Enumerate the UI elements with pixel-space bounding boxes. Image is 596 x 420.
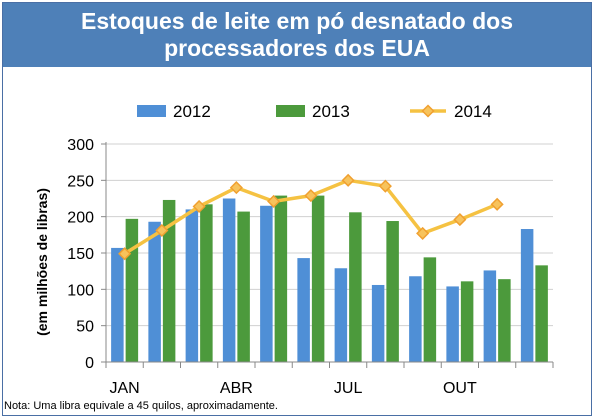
marker-2014-set [416, 226, 430, 240]
legend: 2012 2013 2014 [137, 102, 492, 121]
tick-labels: 0 50 100 150 200 250 300 JAN ABR JUL OUT [67, 137, 477, 397]
legend-label-2012: 2012 [173, 102, 211, 121]
bar-2012-jun [297, 258, 310, 362]
bar-2013-set [423, 257, 437, 362]
bar-2012-dez [520, 229, 534, 362]
bar-2012-nov [483, 270, 497, 362]
y-tick-label: 0 [85, 355, 94, 372]
marker-2014-jan [118, 247, 132, 261]
marker-2014-mai [267, 194, 281, 208]
marker-2014-mar [192, 199, 206, 214]
chart-title: Estoques de leite em pó desnatado dos pr… [81, 8, 513, 61]
legend-label-2014: 2014 [454, 102, 492, 121]
bar-2012-abr [222, 198, 236, 362]
marker-2014-jul [341, 173, 355, 187]
bar-2012-jul [334, 268, 348, 362]
bar-2012-mai [260, 205, 273, 362]
axes [101, 142, 554, 368]
bars [111, 195, 548, 362]
bar-2012-out [446, 286, 459, 362]
legend-swatch-2012 [137, 105, 166, 117]
line-series [118, 173, 504, 261]
legend-swatch-2013 [276, 105, 305, 117]
marker-2014-out [453, 213, 467, 227]
x-tick-label: JUL [334, 380, 363, 397]
y-tick-label: 150 [67, 246, 94, 263]
y-axis-label: (em milhões de libras) [34, 188, 50, 336]
bar-2013-jul [349, 212, 362, 362]
bar-2013-ago [386, 221, 399, 362]
bar-2013-abr [237, 211, 250, 362]
bar-2012-fev [148, 221, 161, 362]
marker-2014-nov [490, 197, 504, 211]
legend-marker-2014 [421, 104, 435, 118]
bar-2013-jun [311, 195, 325, 362]
y-tick-label: 250 [67, 173, 94, 190]
bar-2013-fev [162, 199, 176, 362]
bar-2013-jan [125, 218, 139, 362]
bar-2013-dez [535, 265, 548, 362]
y-tick-label: 50 [76, 319, 94, 336]
bar-2013-mar [200, 204, 213, 362]
x-tick-label: ABR [220, 380, 253, 397]
marker-2014-fev [155, 223, 169, 238]
bar-2013-out [460, 281, 474, 362]
legend-label-2013: 2013 [312, 102, 350, 121]
bar-2013-mai [274, 195, 288, 362]
marker-2014-jun [304, 189, 318, 203]
y-tick-label: 100 [67, 282, 94, 299]
y-tick-label: 200 [67, 210, 94, 227]
x-tick-label: OUT [443, 380, 477, 397]
title-bar: Estoques de leite em pó desnatado dos pr… [3, 3, 591, 67]
bar-2013-nov [498, 279, 511, 362]
footnote: Nota: Uma libra equivale a 45 quilos, ap… [4, 400, 278, 412]
bar-2012-mar [185, 209, 199, 362]
bar-2012-jan [111, 247, 124, 362]
y-tick-label: 300 [67, 137, 94, 154]
bar-2012-set [409, 276, 422, 362]
marker-2014-abr [229, 181, 243, 195]
x-tick-label: JAN [110, 380, 140, 397]
marker-2014-ago [378, 179, 392, 193]
bar-2012-ago [371, 284, 385, 362]
